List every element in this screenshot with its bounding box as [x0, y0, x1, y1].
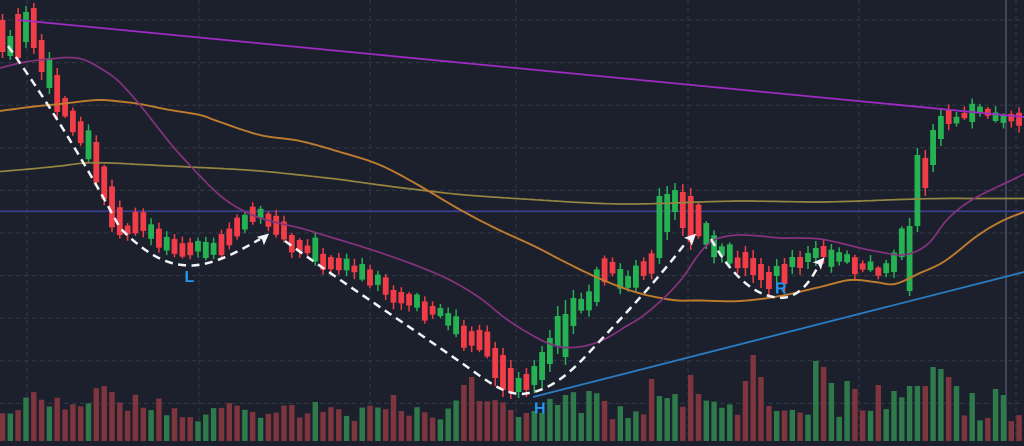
- svg-text:H: H: [534, 401, 546, 418]
- svg-text:R: R: [775, 281, 787, 298]
- svg-text:L: L: [185, 269, 195, 286]
